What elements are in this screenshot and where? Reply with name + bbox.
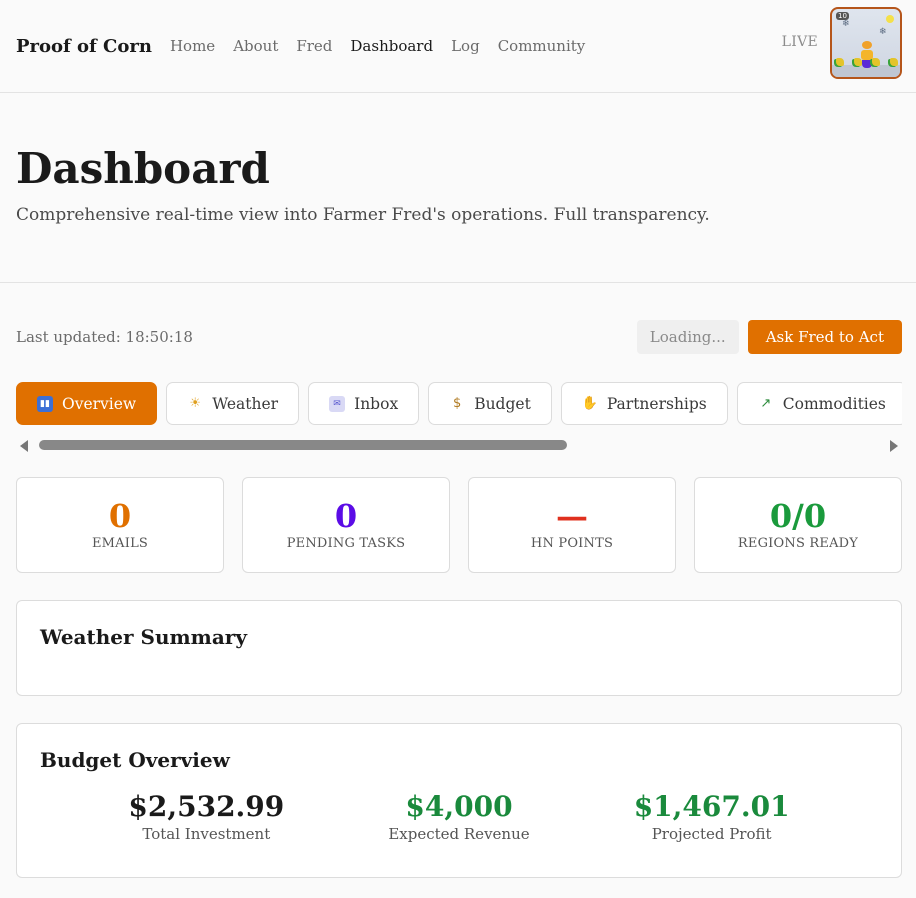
tab-label: Inbox bbox=[354, 394, 399, 413]
budget-value: $2,532.99 bbox=[128, 790, 285, 823]
stat-hn-points: — HN POINTS bbox=[468, 477, 676, 573]
scroll-left-arrow-icon[interactable] bbox=[20, 440, 28, 452]
top-nav-bar: Proof of Corn Home About Fred Dashboard … bbox=[0, 0, 916, 93]
tab-scrollbar[interactable] bbox=[16, 437, 902, 453]
budget-figures: $2,532.99 Total Investment $4,000 Expect… bbox=[40, 790, 878, 843]
stat-value: 0 bbox=[108, 496, 132, 535]
tab-budget[interactable]: $ Budget bbox=[428, 382, 552, 425]
snowflake-icon: ❄ bbox=[879, 27, 887, 37]
money-bag-icon: $ bbox=[453, 396, 462, 411]
nav-dashboard[interactable]: Dashboard bbox=[350, 37, 434, 55]
tab-label: Weather bbox=[212, 394, 279, 413]
sun-cloud-icon: ☀ bbox=[189, 396, 202, 411]
sun-icon bbox=[886, 15, 894, 23]
stats-row: 0 EMAILS 0 PENDING TASKS — HN POINTS 0/0… bbox=[0, 477, 916, 573]
tab-weather[interactable]: ☀ Weather bbox=[166, 382, 300, 425]
scroll-right-arrow-icon[interactable] bbox=[890, 440, 898, 452]
stat-emails: 0 EMAILS bbox=[16, 477, 224, 573]
stat-label: EMAILS bbox=[91, 536, 149, 552]
tab-inbox[interactable]: ✉ Inbox bbox=[308, 382, 420, 425]
trend-up-icon: ↗ bbox=[760, 396, 772, 411]
stat-label: PENDING TASKS bbox=[286, 536, 406, 552]
thumbnail-badge: 10 bbox=[836, 12, 849, 20]
main-nav: Home About Fred Dashboard Log Community bbox=[170, 37, 585, 55]
tab-label: Partnerships bbox=[606, 394, 707, 413]
budget-caption: Projected Profit bbox=[651, 824, 772, 843]
tab-partnerships[interactable]: ✋ Partnerships bbox=[560, 382, 728, 425]
tab-label: Budget bbox=[474, 394, 531, 413]
budget-overview-title: Budget Overview bbox=[40, 748, 230, 772]
budget-caption: Expected Revenue bbox=[388, 824, 530, 843]
nav-log[interactable]: Log bbox=[451, 37, 480, 55]
budget-projected-profit: $1,467.01 Projected Profit bbox=[602, 790, 822, 843]
tab-strip: ▮▮ Overview ☀ Weather ✉ Inbox $ Budget ✋… bbox=[0, 382, 902, 425]
corn-icon bbox=[890, 58, 898, 66]
weather-summary-title: Weather Summary bbox=[40, 625, 247, 649]
nav-community[interactable]: Community bbox=[497, 37, 586, 55]
stat-regions-ready: 0/0 REGIONS READY bbox=[694, 477, 902, 573]
inbox-icon: ✉ bbox=[329, 395, 346, 412]
tab-commodities[interactable]: ↗ Commodities bbox=[736, 382, 902, 425]
stat-value: 0/0 bbox=[769, 496, 827, 535]
nav-home[interactable]: Home bbox=[169, 37, 216, 55]
action-row: Last updated: 18:50:18 Loading... Ask Fr… bbox=[0, 319, 916, 355]
action-buttons: Loading... Ask Fred to Act bbox=[636, 320, 902, 354]
last-updated: Last updated: 18:50:18 bbox=[16, 328, 193, 346]
hero-section: Dashboard Comprehensive real-time view i… bbox=[0, 93, 916, 283]
brand-logo[interactable]: Proof of Corn bbox=[16, 35, 152, 57]
budget-value: $1,467.01 bbox=[633, 790, 790, 823]
tab-overview[interactable]: ▮▮ Overview bbox=[16, 382, 158, 425]
corn-icon bbox=[872, 58, 880, 66]
budget-expected-revenue: $4,000 Expected Revenue bbox=[349, 790, 569, 843]
corn-icon bbox=[836, 58, 844, 66]
budget-caption: Total Investment bbox=[142, 824, 271, 843]
loading-button[interactable]: Loading... bbox=[636, 320, 739, 354]
stat-pending-tasks: 0 PENDING TASKS bbox=[242, 477, 450, 573]
ask-fred-button[interactable]: Ask Fred to Act bbox=[747, 320, 902, 354]
farmer-fred-figure bbox=[861, 41, 873, 71]
stat-value: 0 bbox=[334, 496, 358, 535]
tab-label: Overview bbox=[62, 394, 137, 413]
nav-about[interactable]: About bbox=[233, 37, 279, 55]
live-indicator: LIVE bbox=[781, 34, 818, 50]
page-subtitle: Comprehensive real-time view into Farmer… bbox=[16, 205, 710, 226]
budget-overview-card: Budget Overview $2,532.99 Total Investme… bbox=[16, 723, 902, 878]
stat-value: — bbox=[556, 496, 588, 535]
bar-chart-icon: ▮▮ bbox=[37, 395, 53, 412]
corn-icon bbox=[854, 58, 862, 66]
scrollbar-thumb[interactable] bbox=[39, 440, 567, 450]
handshake-icon: ✋ bbox=[581, 396, 598, 411]
page-title: Dashboard bbox=[16, 144, 270, 193]
budget-total-investment: $2,532.99 Total Investment bbox=[96, 790, 316, 843]
nav-fred[interactable]: Fred bbox=[296, 37, 333, 55]
stat-label: HN POINTS bbox=[530, 536, 614, 552]
ground bbox=[832, 65, 900, 77]
fred-scene-thumbnail[interactable]: 10 ❄ ❄ bbox=[830, 7, 902, 79]
stat-label: REGIONS READY bbox=[737, 536, 859, 552]
snowflake-icon: ❄ bbox=[842, 19, 850, 29]
weather-summary-card: Weather Summary bbox=[16, 600, 902, 696]
tab-label: Commodities bbox=[782, 394, 886, 413]
budget-value: $4,000 bbox=[405, 790, 513, 823]
